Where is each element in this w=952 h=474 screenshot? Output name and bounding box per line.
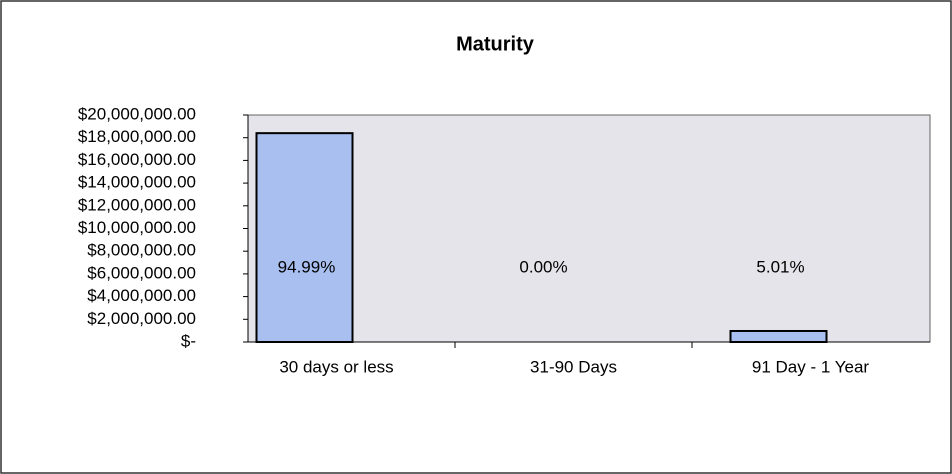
x-tick-label: 30 days or less xyxy=(279,357,393,376)
y-tick-label: $8,000,000.00 xyxy=(87,241,196,260)
x-tick-label: 31-90 Days xyxy=(530,357,617,376)
plot-area xyxy=(247,114,931,343)
y-tick-label: $14,000,000.00 xyxy=(78,173,196,192)
y-tick-label: $6,000,000.00 xyxy=(87,263,196,282)
y-tick-label: $16,000,000.00 xyxy=(78,150,196,169)
y-tick-label: $10,000,000.00 xyxy=(78,218,196,237)
y-tick-label: $2,000,000.00 xyxy=(87,309,196,328)
y-tick-label: $- xyxy=(181,331,196,350)
x-tick-label: 91 Day - 1 Year xyxy=(752,357,870,376)
y-tick-label: $4,000,000.00 xyxy=(87,286,196,305)
data-label: 94.99% xyxy=(278,257,336,276)
y-tick-label: $20,000,000.00 xyxy=(78,104,196,123)
data-label: 5.01% xyxy=(756,257,804,276)
chart-title: Maturity xyxy=(456,33,535,55)
bar xyxy=(255,132,354,343)
bar xyxy=(729,329,828,344)
data-label: 0.00% xyxy=(519,257,567,276)
y-tick-label: $12,000,000.00 xyxy=(78,195,196,214)
y-tick-label: $18,000,000.00 xyxy=(78,127,196,146)
